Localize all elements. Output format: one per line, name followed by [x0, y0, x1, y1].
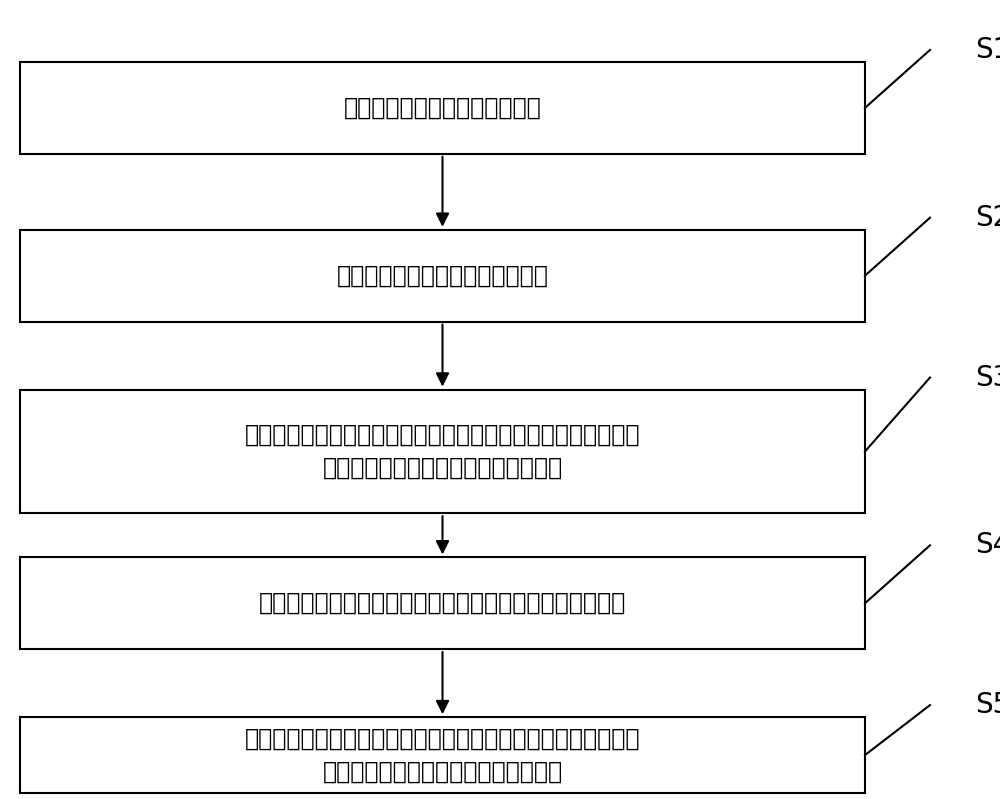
Text: S5: S5 [975, 691, 1000, 719]
Bar [20, 390, 865, 514]
Text: 以及执行第二次刻蚀，在若干所述沟槽中加入刻蚀溶液，对所述: 以及执行第二次刻蚀，在若干所述沟槽中加入刻蚀溶液，对所述 [245, 726, 640, 750]
Text: 提供衬底，所述衬底包括存储区: 提供衬底，所述衬底包括存储区 [344, 96, 541, 120]
Text: S1: S1 [975, 36, 1000, 64]
Text: S4: S4 [975, 531, 1000, 559]
Text: S2: S2 [975, 204, 1000, 232]
Text: S3: S3 [975, 364, 1000, 392]
Text: 应沉积第二牺牲层以及沉积不定性碳膜: 应沉积第二牺牲层以及沉积不定性碳膜 [322, 456, 563, 480]
Text: 第一牺牲层和所述第二牺牲层进行刻蚀: 第一牺牲层和所述第二牺牲层进行刻蚀 [322, 760, 563, 784]
Text: 在所述衬底上的存储区沉积堆叠层: 在所述衬底上的存储区沉积堆叠层 [337, 264, 548, 288]
Text: 执行第一次刻蚀，刻蚀至所述堆叠层的上表面形成若干沟槽: 执行第一次刻蚀，刻蚀至所述堆叠层的上表面形成若干沟槽 [259, 591, 626, 615]
Text: 在所述堆叠层上依次化学反应沉积第一牺牲层、通过高温氧化反: 在所述堆叠层上依次化学反应沉积第一牺牲层、通过高温氧化反 [245, 423, 640, 447]
Bar [20, 718, 865, 793]
Bar [20, 62, 865, 153]
Bar [20, 230, 865, 321]
Bar [20, 558, 865, 649]
